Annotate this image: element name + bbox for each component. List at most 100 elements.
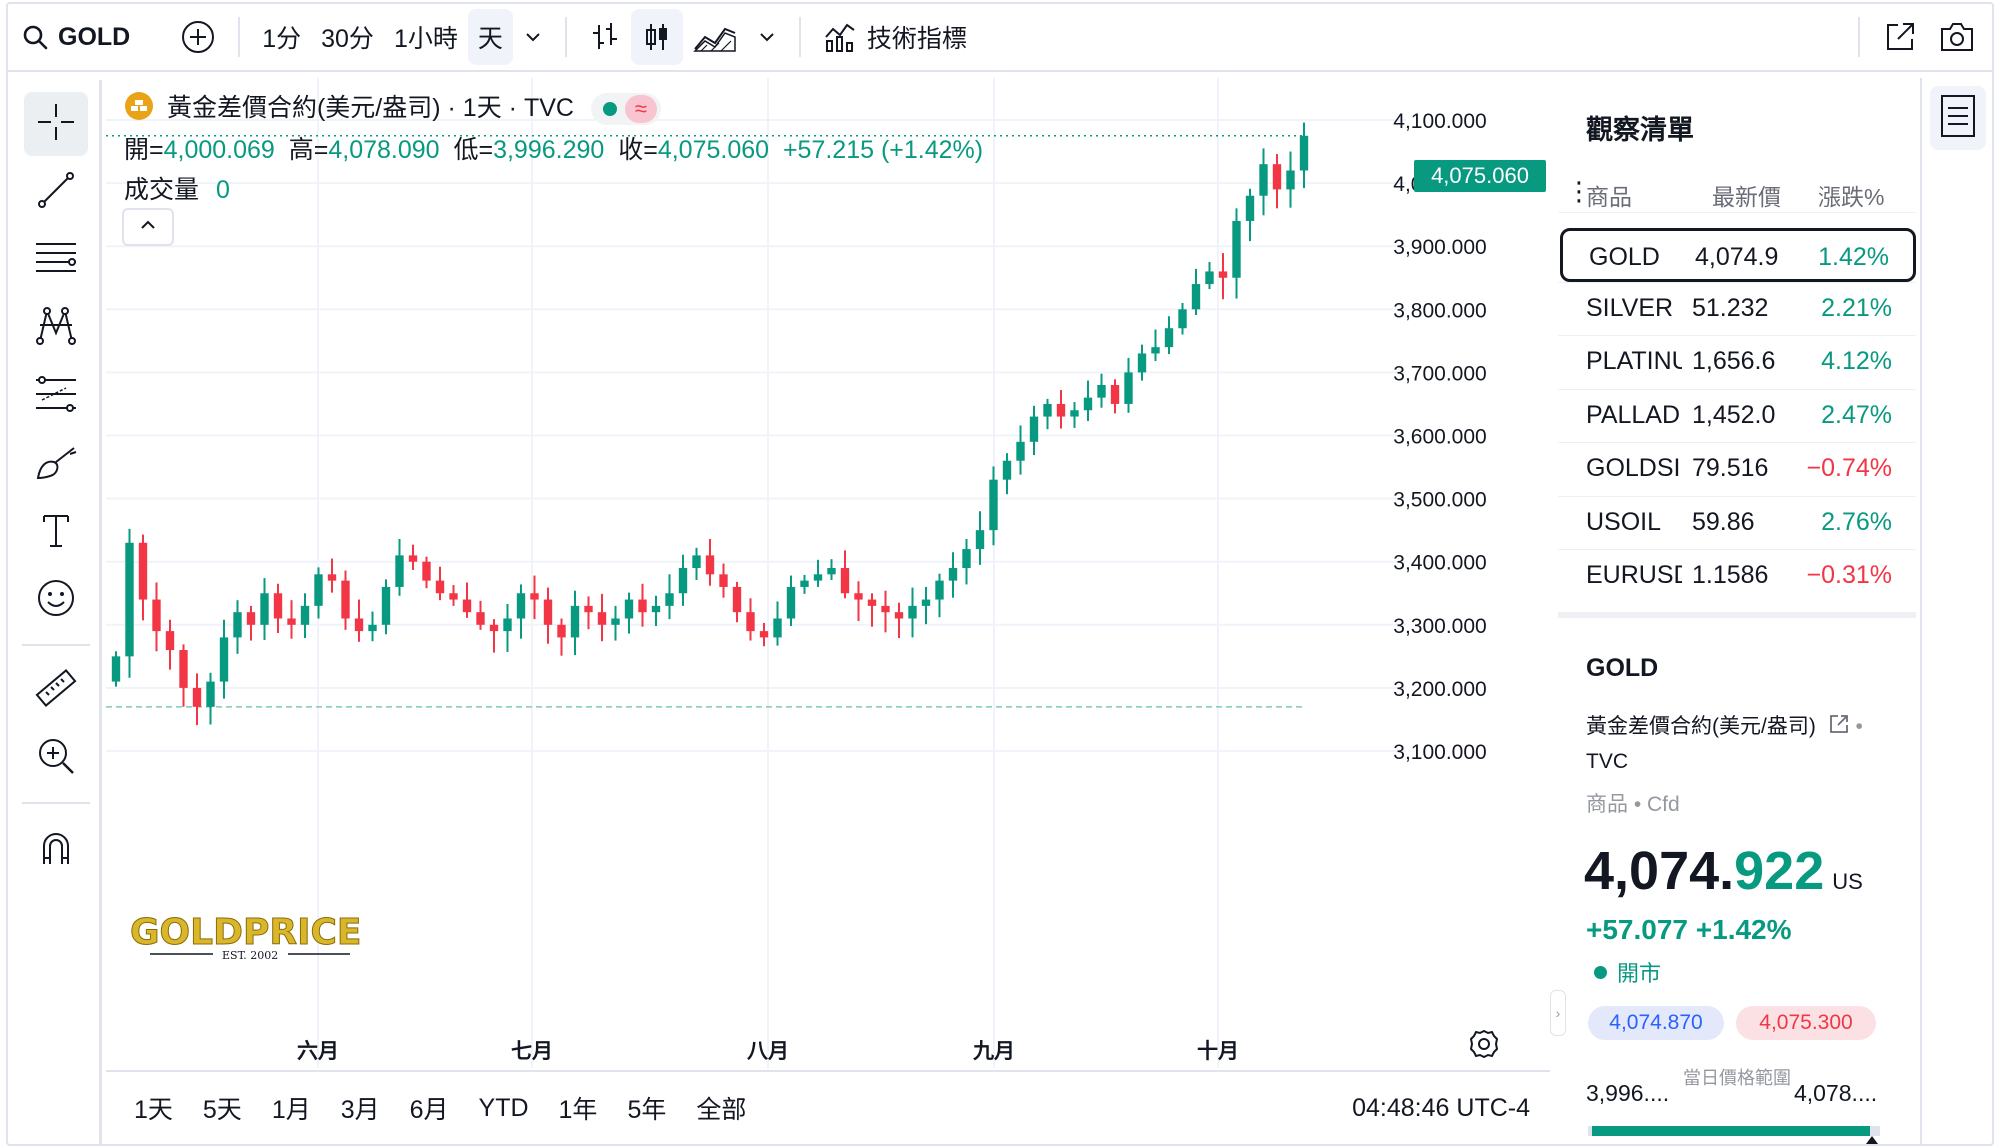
change-value: +57.215 (+1.42%) bbox=[782, 136, 984, 164]
candle-chart-type-button[interactable] bbox=[630, 9, 683, 65]
market-open-dot bbox=[602, 102, 617, 117]
watchlist-last-price: 1,452.0 bbox=[1692, 400, 1776, 429]
camera-icon bbox=[1938, 21, 1976, 53]
candle-body bbox=[516, 593, 526, 619]
toolbar-divider bbox=[238, 17, 241, 57]
watchlist-row-silver[interactable]: SILVER 51.232 2.21% bbox=[1560, 282, 1916, 336]
candle-body bbox=[530, 593, 539, 600]
watchlist-row-palladium[interactable]: PALLADIUM 1,452.0 2.47% bbox=[1560, 389, 1916, 443]
emoji-tool[interactable] bbox=[24, 568, 88, 632]
zoom-tool[interactable] bbox=[24, 726, 88, 790]
watchlist-row-goldsilver[interactable]: GOLDSILVER 79.516 −0.74% bbox=[1560, 442, 1916, 496]
interval-dropdown[interactable] bbox=[513, 9, 553, 65]
chart-panel[interactable]: 4,100.0004,000.0003,900.0003,800.0003,70… bbox=[106, 78, 1550, 1144]
watchlist-change: 2.76% bbox=[1821, 507, 1892, 536]
trend-line-tool[interactable] bbox=[24, 160, 88, 224]
collapse-side-panel-button[interactable]: › bbox=[1550, 990, 1566, 1036]
candle-body bbox=[975, 530, 985, 550]
vertical-dots-icon[interactable]: ⋮ bbox=[1566, 176, 1592, 206]
candle-body bbox=[1205, 271, 1214, 285]
range-6m[interactable]: 6月 bbox=[409, 1096, 449, 1124]
forecast-tool[interactable] bbox=[24, 364, 88, 428]
symbol-search[interactable]: GOLD bbox=[8, 9, 170, 65]
details-name[interactable]: 黃金差價合約(美元/盎司) • bbox=[1586, 710, 1863, 741]
tool-divider bbox=[22, 644, 90, 646]
candle-body bbox=[1245, 195, 1255, 221]
collapse-legend-button[interactable] bbox=[122, 208, 174, 246]
candle-body bbox=[692, 555, 701, 569]
projection-icon bbox=[34, 374, 78, 419]
interval-30m[interactable]: 30分 bbox=[321, 25, 374, 53]
magnet-tool[interactable] bbox=[24, 818, 88, 882]
compare-button[interactable] bbox=[170, 9, 226, 65]
chart-clock[interactable]: 04:48:46 UTC-4 bbox=[1352, 1094, 1530, 1122]
bar-chart-type-button[interactable] bbox=[579, 9, 631, 65]
top-toolbar: GOLD 1分 30分 1小時 天 bbox=[8, 4, 1992, 72]
y-axis-label: 3,400.000 bbox=[1393, 552, 1486, 575]
ask-price-pill[interactable]: 4,075.300 bbox=[1736, 1006, 1876, 1040]
watchlist-row-gold[interactable]: GOLD 4,074.9 1.42% bbox=[1560, 228, 1916, 282]
candle-body bbox=[1259, 164, 1268, 196]
brush-tool[interactable] bbox=[24, 432, 88, 496]
indicators-button[interactable]: 技術指標 bbox=[813, 9, 977, 65]
watchlist-row-platinum[interactable]: PLATINUM 1,656.6 4.12% bbox=[1560, 335, 1916, 389]
watchlist-row-eurusd[interactable]: EURUSD 1.1586 −0.31% bbox=[1560, 549, 1916, 603]
candle-body bbox=[1164, 328, 1174, 348]
candle-body bbox=[219, 637, 229, 682]
candle-body bbox=[1191, 284, 1201, 310]
candle-body bbox=[908, 605, 917, 619]
range-1d[interactable]: 1天 bbox=[134, 1096, 173, 1124]
market-status: 開市 bbox=[1594, 956, 1661, 988]
watchlist-divider bbox=[1558, 495, 1916, 497]
measure-tool[interactable] bbox=[24, 658, 88, 722]
range-1y[interactable]: 1年 bbox=[558, 1096, 598, 1124]
candle-body bbox=[476, 612, 485, 625]
y-axis-label: 3,600.000 bbox=[1393, 426, 1486, 449]
range-1m[interactable]: 1月 bbox=[271, 1096, 311, 1124]
crosshair-tool[interactable] bbox=[24, 92, 88, 156]
open-new-window-button[interactable] bbox=[1872, 9, 1928, 65]
interval-1d[interactable]: 天 bbox=[467, 9, 513, 65]
column-symbol[interactable]: 商品 bbox=[1586, 184, 1632, 210]
day-range-low: 3,996.... bbox=[1586, 1080, 1670, 1106]
range-5d[interactable]: 5天 bbox=[202, 1096, 242, 1124]
bid-price-pill[interactable]: 4,074.870 bbox=[1588, 1006, 1724, 1040]
candle-body bbox=[327, 574, 337, 581]
candle-body bbox=[989, 479, 998, 531]
gold-symbol-icon bbox=[124, 91, 154, 128]
watchlist-change: −0.31% bbox=[1806, 561, 1893, 589]
gear-icon bbox=[1468, 1029, 1500, 1064]
y-axis-label: 3,800.000 bbox=[1393, 299, 1486, 322]
interval-1h[interactable]: 1小時 bbox=[393, 25, 458, 53]
toolbar-divider bbox=[798, 17, 801, 57]
screenshot-button[interactable] bbox=[1928, 9, 1986, 65]
brush-icon bbox=[34, 442, 78, 487]
goldprice-logo: GOLDPRICE EST. 2002 bbox=[128, 908, 378, 973]
interval-1m[interactable]: 1分 bbox=[262, 25, 302, 53]
tool-divider bbox=[22, 802, 90, 804]
fib-tool[interactable] bbox=[24, 228, 88, 292]
range-ytd[interactable]: YTD bbox=[478, 1093, 529, 1122]
market-status-pill[interactable]: ≈ bbox=[590, 93, 661, 126]
text-icon bbox=[36, 510, 76, 555]
details-change: +57.077 +1.42% bbox=[1586, 914, 1792, 945]
pattern-tool[interactable] bbox=[24, 296, 88, 360]
candle-body bbox=[233, 612, 242, 638]
x-axis-label: 十月 bbox=[1197, 1040, 1239, 1063]
watchlist-row-usoil[interactable]: USOIL 59.86 2.76% bbox=[1560, 496, 1916, 550]
indicators-label: 技術指標 bbox=[866, 25, 967, 53]
range-3m[interactable]: 3月 bbox=[340, 1096, 380, 1124]
text-tool[interactable] bbox=[24, 500, 88, 564]
chart-type-dropdown[interactable] bbox=[747, 9, 787, 65]
horizontal-lines-icon bbox=[34, 238, 78, 283]
search-icon bbox=[22, 24, 48, 50]
range-5y[interactable]: 5年 bbox=[627, 1096, 667, 1124]
watchlist-divider bbox=[1558, 549, 1916, 550]
chart-settings-button[interactable] bbox=[1468, 1028, 1500, 1065]
column-last[interactable]: 最新價 bbox=[1712, 184, 1781, 210]
area-chart-type-button[interactable] bbox=[683, 9, 747, 65]
watchlist-toggle-button[interactable] bbox=[1930, 86, 1986, 150]
column-change[interactable]: 漲跌% bbox=[1818, 184, 1885, 210]
watchlist-last-price: 1.1586 bbox=[1692, 561, 1769, 589]
range-all[interactable]: 全部 bbox=[696, 1096, 747, 1124]
